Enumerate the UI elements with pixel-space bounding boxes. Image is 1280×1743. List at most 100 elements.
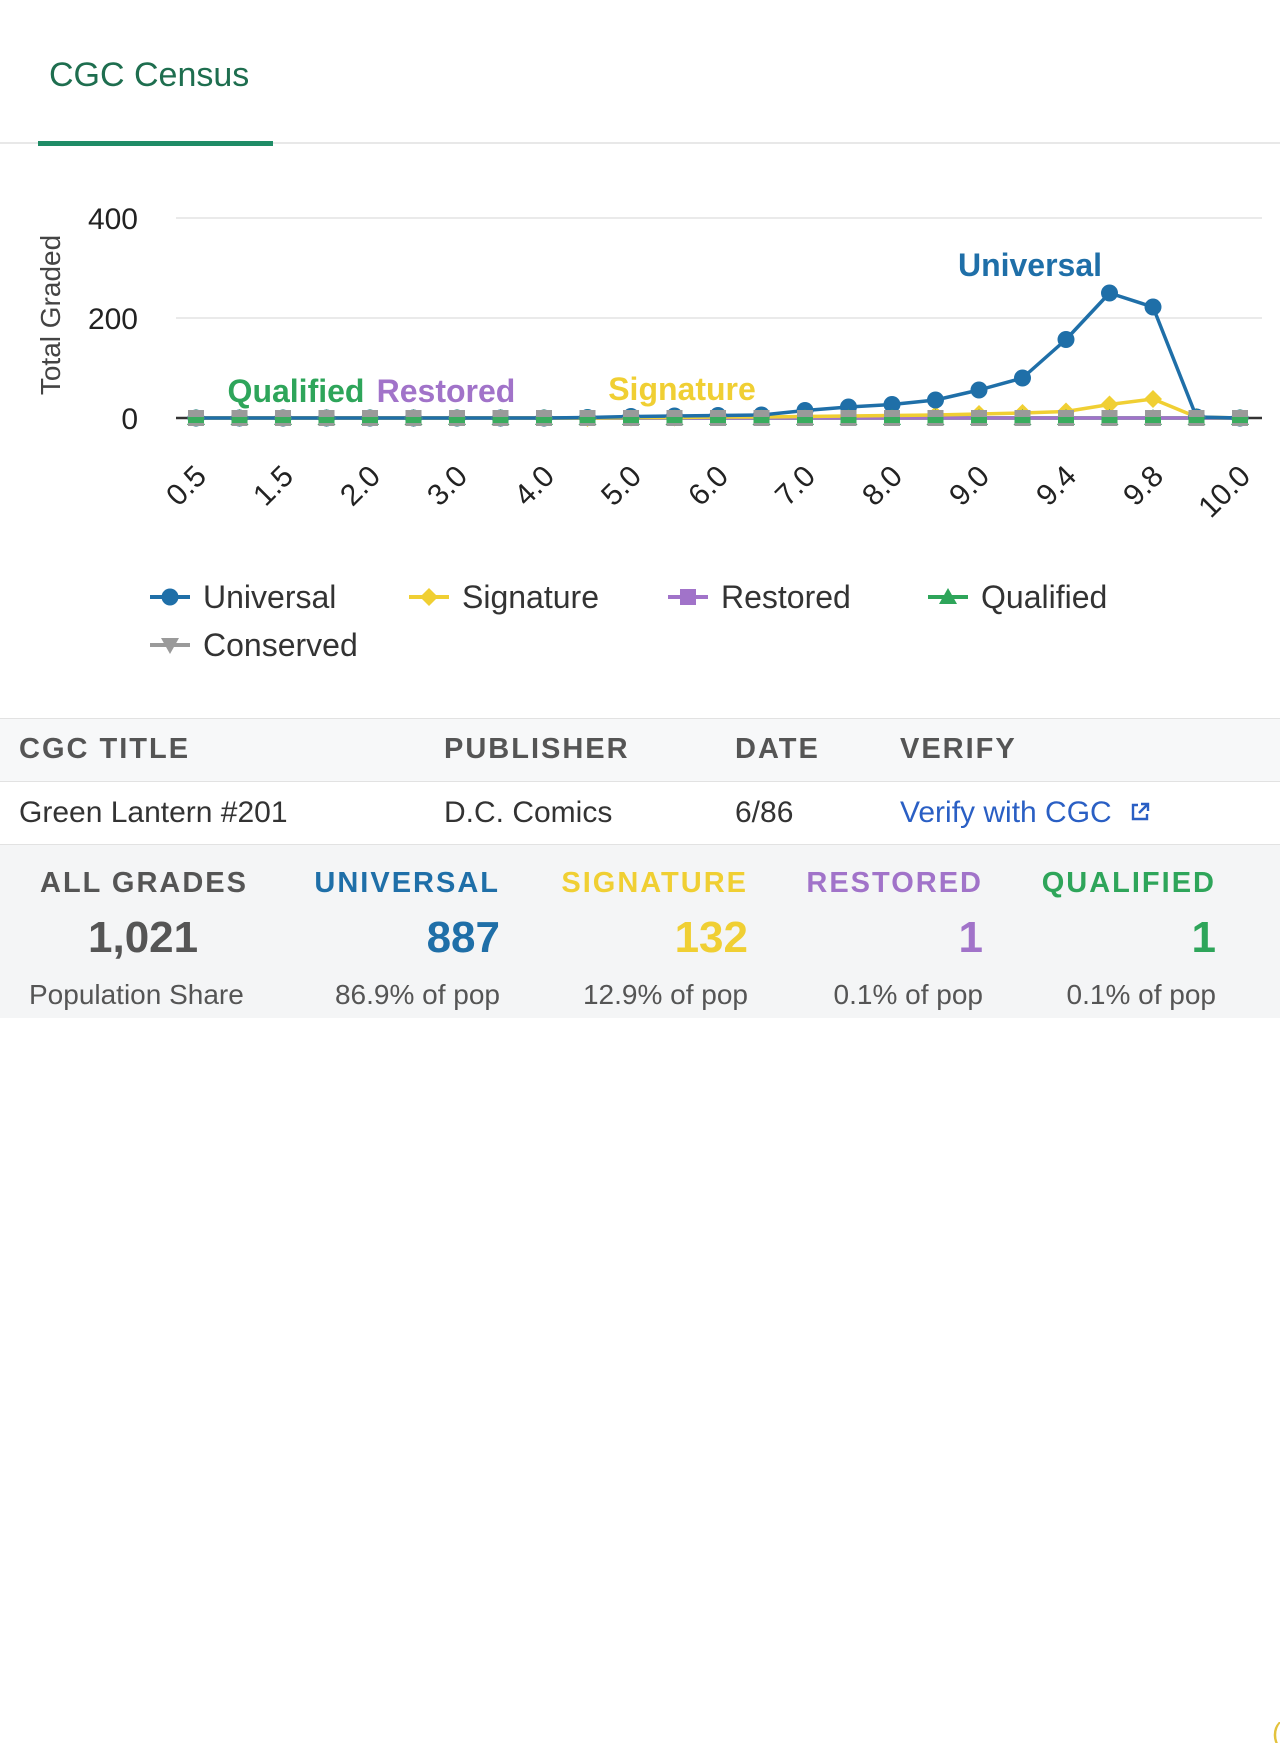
title-table: CGC TITLE PUBLISHER DATE VERIFY Green La… — [0, 718, 1280, 845]
qualified-point — [1058, 417, 1074, 423]
grade-stats: ALL GRADES 1,021 Population Share UNIVER… — [0, 845, 1280, 1743]
y-tick-label: 400 — [88, 203, 138, 236]
qualified-point — [1188, 417, 1205, 423]
stat-overflow-edge: ( — [1272, 1717, 1280, 1743]
stat-value: 1 — [958, 913, 983, 962]
tab-active-indicator — [38, 141, 273, 146]
stat-value: 887 — [426, 913, 500, 962]
x-tick-label: 1.5 — [247, 460, 300, 513]
qualified-point — [492, 417, 509, 423]
legend-label: Conserved — [203, 627, 358, 663]
qualified-point — [405, 417, 422, 423]
x-tick-label: 4.0 — [508, 460, 561, 513]
stat-restored: RESTORED 1 0.1% of pop — [780, 845, 985, 1018]
verify-link-label: Verify with CGC — [900, 796, 1112, 829]
signature-legend-point — [420, 588, 438, 606]
stat-value: 1,021 — [88, 913, 199, 962]
legend-item-universal: Universal — [150, 579, 336, 615]
universal-annotation: Universal — [958, 247, 1102, 283]
legend-item-conserved: Conserved — [150, 627, 358, 663]
qualified-point — [188, 417, 204, 423]
restored-legend-point — [680, 589, 696, 605]
universal-point — [1144, 298, 1162, 316]
stat-sub: 0.1% of pop — [833, 979, 983, 1010]
qualified-point — [710, 417, 726, 423]
qualified-point — [579, 417, 596, 423]
stat-label: UNIVERSAL — [314, 867, 500, 899]
y-tick-label: 0 — [121, 403, 138, 436]
qualified-point — [449, 417, 465, 423]
qualified-point — [536, 417, 552, 423]
universal-point — [1014, 369, 1031, 387]
x-tick-label: 6.0 — [682, 460, 735, 513]
signature-annotation: Signature — [608, 371, 756, 407]
x-tick-label: 9.0 — [943, 460, 996, 513]
qualified-legend-point — [939, 588, 957, 604]
y-tick-label: 200 — [88, 303, 138, 336]
legend-item-signature: Signature — [409, 579, 599, 615]
universal-point — [927, 391, 944, 409]
qualified-point — [797, 417, 813, 423]
table-header: CGC TITLE PUBLISHER DATE VERIFY — [0, 718, 1280, 782]
stat-all-grades: ALL GRADES 1,021 Population Share — [0, 845, 280, 1018]
tab-cgc-census[interactable]: CGC Census — [38, 50, 273, 146]
x-tick-label: 0.5 — [160, 460, 213, 513]
tab-label: CGC Census — [49, 56, 250, 94]
table-row: Green Lantern #201 D.C. Comics 6/86 Veri… — [0, 782, 1280, 845]
y-axis-title: Total Graded — [35, 235, 66, 395]
stat-value: 132 — [674, 913, 748, 962]
stat-sub: 0.1% of pop — [1066, 979, 1216, 1010]
qualified-point — [884, 417, 900, 423]
restored-annotation: Restored — [377, 373, 516, 409]
x-tick-label: 10.0 — [1192, 460, 1257, 525]
header-cgc-title: CGC TITLE — [19, 733, 191, 765]
header-publisher: PUBLISHER — [444, 733, 630, 765]
x-tick-label: 8.0 — [856, 460, 909, 513]
stat-label: QUALIFIED — [1041, 867, 1216, 899]
universal-point — [1057, 331, 1075, 348]
stat-label: SIGNATURE — [561, 867, 748, 899]
cell-title: Green Lantern #201 — [19, 796, 288, 829]
x-tick-label: 9.8 — [1117, 460, 1170, 513]
qualified-point — [1232, 417, 1248, 423]
universal-legend-point — [161, 588, 179, 606]
legend-item-qualified: Qualified — [928, 579, 1107, 615]
stat-signature: SIGNATURE 132 12.9% of pop — [540, 845, 750, 1018]
x-tick-label: 5.0 — [595, 460, 648, 513]
qualified-point — [927, 417, 944, 423]
qualified-annotation: Qualified — [228, 373, 365, 409]
qualified-point — [275, 417, 291, 423]
x-tick-label: 9.4 — [1030, 460, 1083, 513]
qualified-point — [231, 417, 248, 423]
cell-date: 6/86 — [735, 796, 794, 829]
qualified-point — [1145, 417, 1161, 423]
stat-label: RESTORED — [806, 867, 983, 899]
legend-item-restored: Restored — [668, 579, 851, 615]
qualified-point — [623, 417, 639, 423]
qualified-point — [362, 417, 378, 423]
legend-label: Qualified — [981, 579, 1107, 615]
header-date: DATE — [735, 733, 820, 765]
verify-with-cgc-link[interactable]: Verify with CGC — [900, 796, 1152, 830]
stat-sub: Population Share — [29, 979, 244, 1010]
legend-label: Universal — [203, 579, 336, 615]
legend-label: Signature — [462, 579, 599, 615]
stat-value: 1 — [1191, 913, 1216, 962]
qualified-point — [666, 417, 683, 423]
qualified-point — [753, 417, 770, 423]
external-link-icon — [1131, 802, 1150, 821]
stat-qualified: QUALIFIED 1 0.1% of pop — [1015, 845, 1220, 1018]
universal-point — [970, 381, 988, 399]
x-tick-label: 3.0 — [421, 460, 474, 513]
conserved-legend-point — [161, 638, 179, 654]
signature-point — [1100, 395, 1119, 414]
stat-label: ALL GRADES — [40, 867, 248, 899]
stat-sub: 12.9% of pop — [582, 979, 748, 1010]
x-tick-label: 7.0 — [769, 460, 822, 513]
qualified-point — [1014, 417, 1031, 423]
qualified-point — [1101, 417, 1118, 423]
stat-sub: 86.9% of pop — [334, 979, 500, 1010]
legend-label: Restored — [721, 579, 851, 615]
qualified-point — [971, 417, 987, 423]
census-chart: 0 200 400 Total Graded 0.5 1.5 2.0 3.0 4.0 5.0 6… — [35, 203, 1262, 663]
